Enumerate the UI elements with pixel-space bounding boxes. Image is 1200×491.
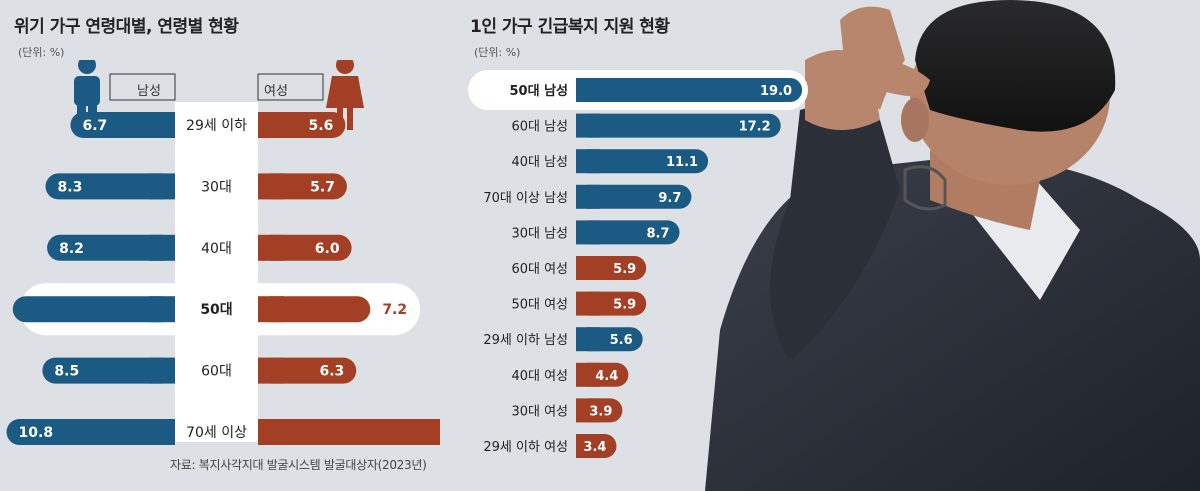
female-bar-square-end (258, 234, 284, 261)
bar-value-label: 5.6 (610, 333, 633, 348)
age-category-label: 40대 (201, 241, 232, 257)
age-category-label: 70세 이상 (186, 425, 247, 441)
bar (576, 220, 680, 245)
bar (576, 184, 692, 209)
bar-value-label: 3.9 (589, 404, 612, 419)
single-household-support-bar-chart: 19.0 50대 남성 17.2 60대 남성 11.1 40대 남성 9.7 70대 이상 … (468, 70, 808, 458)
female-value-label: 5.7 (310, 179, 335, 195)
male-value-label: 6.7 (82, 118, 107, 134)
female-label-box (257, 73, 324, 101)
category-label: 40대 남성 (511, 155, 568, 170)
female-value-label: 5.6 (309, 118, 334, 134)
source-note: 자료: 복지사각지대 발굴시스템 발굴대상자(2023년) (170, 458, 427, 472)
male-bar (45, 173, 175, 200)
age-group-butterfly-chart: 6.7 5.6 29세 이하 8.3 5.7 30대 8.2 6.0 40대 10.4 7.2 50대… (6, 60, 440, 445)
male-value-label: 8.5 (54, 364, 79, 380)
bar-square-end (576, 256, 600, 280)
right-chart-title: 1인 가구 긴급복지 지원 현황 (470, 17, 670, 37)
age-category-label: 30대 (201, 179, 232, 195)
age-category-label: 60대 (201, 364, 232, 380)
category-label: 29세 이하 여성 (483, 440, 568, 455)
bar-square-end (576, 398, 600, 423)
male-bar-square-end (149, 234, 175, 261)
female-bar-square-end (258, 419, 284, 445)
category-label: 40대 여성 (511, 369, 568, 384)
bar-value-label: 8.7 (646, 226, 669, 241)
left-chart-title: 위기 가구 연령대별, 연령별 현황 (14, 17, 239, 37)
female-value-label: 7.2 (382, 302, 407, 318)
male-value-label: 10.4 (32, 302, 67, 318)
female-bar-square-end (258, 357, 284, 384)
left-chart-unit: (단위: %) (18, 46, 65, 59)
bar-value-label: 11.1 (666, 155, 698, 170)
male-bar-square-end (149, 357, 175, 384)
male-bar (12, 296, 176, 323)
female-value-label: 6.3 (319, 364, 344, 380)
bar (576, 113, 781, 138)
female-bar-square-end (258, 296, 284, 323)
male-bar (47, 234, 175, 261)
bar-square-end (576, 184, 600, 209)
male-value-label: 8.3 (58, 179, 83, 195)
male-bar (70, 112, 175, 138)
center-label-column (175, 102, 258, 442)
female-bar (258, 419, 440, 445)
category-label: 60대 남성 (511, 120, 568, 135)
bar-square-end (576, 362, 600, 387)
female-bar-square-end (258, 112, 284, 138)
male-value-label: 8.2 (59, 241, 84, 257)
bar-value-label: 4.4 (595, 369, 618, 384)
male-bar (42, 357, 176, 384)
bar-value-label: 5.9 (613, 262, 636, 277)
male-bar (6, 419, 175, 445)
female-bar-square-end (258, 173, 284, 200)
bar-value-label: 19.0 (760, 84, 792, 99)
female-value-label: 6.0 (315, 241, 340, 257)
bar-square-end (576, 113, 600, 138)
category-label: 30대 여성 (511, 404, 568, 419)
male-label-box (109, 73, 176, 101)
male-bar-square-end (149, 296, 175, 323)
male-bar-square-end (149, 112, 175, 138)
male-bar-square-end (149, 173, 175, 200)
category-label: 60대 여성 (511, 262, 568, 277)
male-value-label: 10.8 (19, 425, 54, 441)
bar-value-label: 9.7 (658, 191, 681, 206)
category-label: 50대 여성 (511, 298, 568, 313)
male-bar-square-end (149, 419, 175, 445)
bar-square-end (576, 434, 600, 458)
bar (576, 78, 803, 102)
bar-square-end (576, 291, 600, 316)
bar-value-label: 5.9 (613, 298, 636, 313)
female-legend-label: 여성 (264, 84, 288, 99)
bar-value-label: 17.2 (739, 120, 771, 135)
bar (576, 149, 709, 174)
female-bar (258, 296, 371, 323)
category-label: 70대 이상 남성 (483, 191, 568, 206)
category-label: 29세 이하 남성 (483, 333, 568, 348)
bar-square-end (576, 327, 600, 352)
bar-square-end (576, 149, 600, 174)
category-label: 30대 남성 (511, 226, 568, 241)
right-chart-unit: (단위: %) (474, 46, 521, 59)
male-legend-label: 남성 (137, 84, 161, 99)
bar-value-label: 3.4 (583, 440, 606, 455)
age-category-label: 29세 이하 (186, 118, 247, 134)
bar-square-end (576, 78, 600, 102)
age-category-label: 50대 (200, 302, 232, 318)
category-label: 50대 남성 (510, 83, 569, 99)
bar-square-end (576, 220, 600, 245)
